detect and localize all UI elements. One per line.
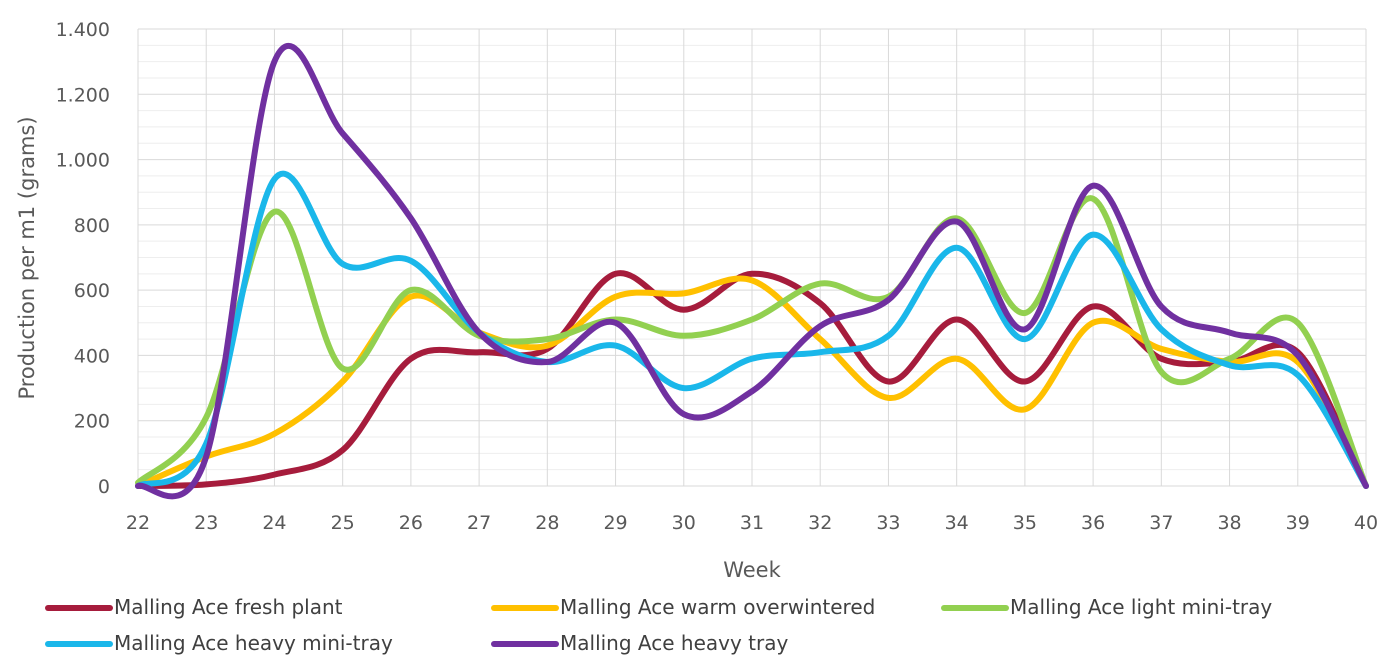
legend-label: Malling Ace light mini-tray [1010, 595, 1272, 619]
series-line-2 [135, 275, 1369, 489]
legend-label: Malling Ace heavy mini-tray [114, 631, 393, 655]
y-tick-label: 1.200 [56, 84, 110, 106]
y-axis-ticks: 0 200 400 600 800 1.000 1.200 1.400 [56, 19, 110, 498]
x-axis-ticks: 22 23 24 25 26 27 28 29 30 31 32 33 34 35 36 37 38 39 40 [126, 512, 1378, 534]
x-tick-label: 27 [467, 512, 491, 534]
y-tick-label: 600 [74, 280, 110, 302]
x-tick-label: 33 [876, 512, 900, 534]
legend-item: Malling Ace light mini-tray [941, 595, 1272, 619]
x-tick-label: 35 [1013, 512, 1037, 534]
x-tick-label: 31 [740, 512, 764, 534]
x-tick-label: 36 [1081, 512, 1105, 534]
legend-item: Malling Ace warm overwintered [491, 595, 875, 619]
x-tick-label: 40 [1354, 512, 1378, 534]
y-tick-label: 1.000 [56, 150, 110, 172]
x-tick-label: 37 [1149, 512, 1173, 534]
x-tick-label: 24 [262, 512, 286, 534]
legend-item: Malling Ace heavy tray [491, 631, 788, 655]
y-tick-label: 200 [74, 411, 110, 433]
x-tick-label: 25 [331, 512, 355, 534]
x-tick-label: 28 [535, 512, 559, 534]
y-axis-title: Production per m1 (grams) [15, 116, 39, 399]
series-line-3 [135, 195, 1369, 489]
y-tick-label: 800 [74, 215, 110, 237]
series-line-1 [135, 270, 1369, 489]
x-tick-label: 32 [808, 512, 832, 534]
x-tick-label: 23 [194, 512, 218, 534]
x-tick-label: 34 [945, 512, 969, 534]
y-tick-label: 1.400 [56, 19, 110, 41]
series-line-4 [135, 170, 1369, 489]
x-tick-label: 29 [603, 512, 627, 534]
legend-item: Malling Ace heavy mini-tray [45, 631, 393, 655]
legend-label: Malling Ace warm overwintered [560, 595, 875, 619]
series-line-5 [135, 43, 1369, 500]
x-tick-label: 38 [1217, 512, 1241, 534]
legend-item: Malling Ace fresh plant [45, 595, 343, 619]
x-tick-label: 39 [1286, 512, 1310, 534]
x-tick-label: 22 [126, 512, 150, 534]
x-tick-label: 30 [672, 512, 696, 534]
x-tick-label: 26 [399, 512, 423, 534]
series-lines [135, 43, 1369, 500]
y-tick-label: 400 [74, 345, 110, 367]
legend-label: Malling Ace fresh plant [114, 595, 343, 619]
y-tick-label: 0 [98, 476, 110, 498]
x-axis-title: Week [723, 558, 781, 582]
legend: Malling Ace fresh plant Malling Ace warm … [45, 595, 1272, 655]
legend-label: Malling Ace heavy tray [560, 631, 788, 655]
